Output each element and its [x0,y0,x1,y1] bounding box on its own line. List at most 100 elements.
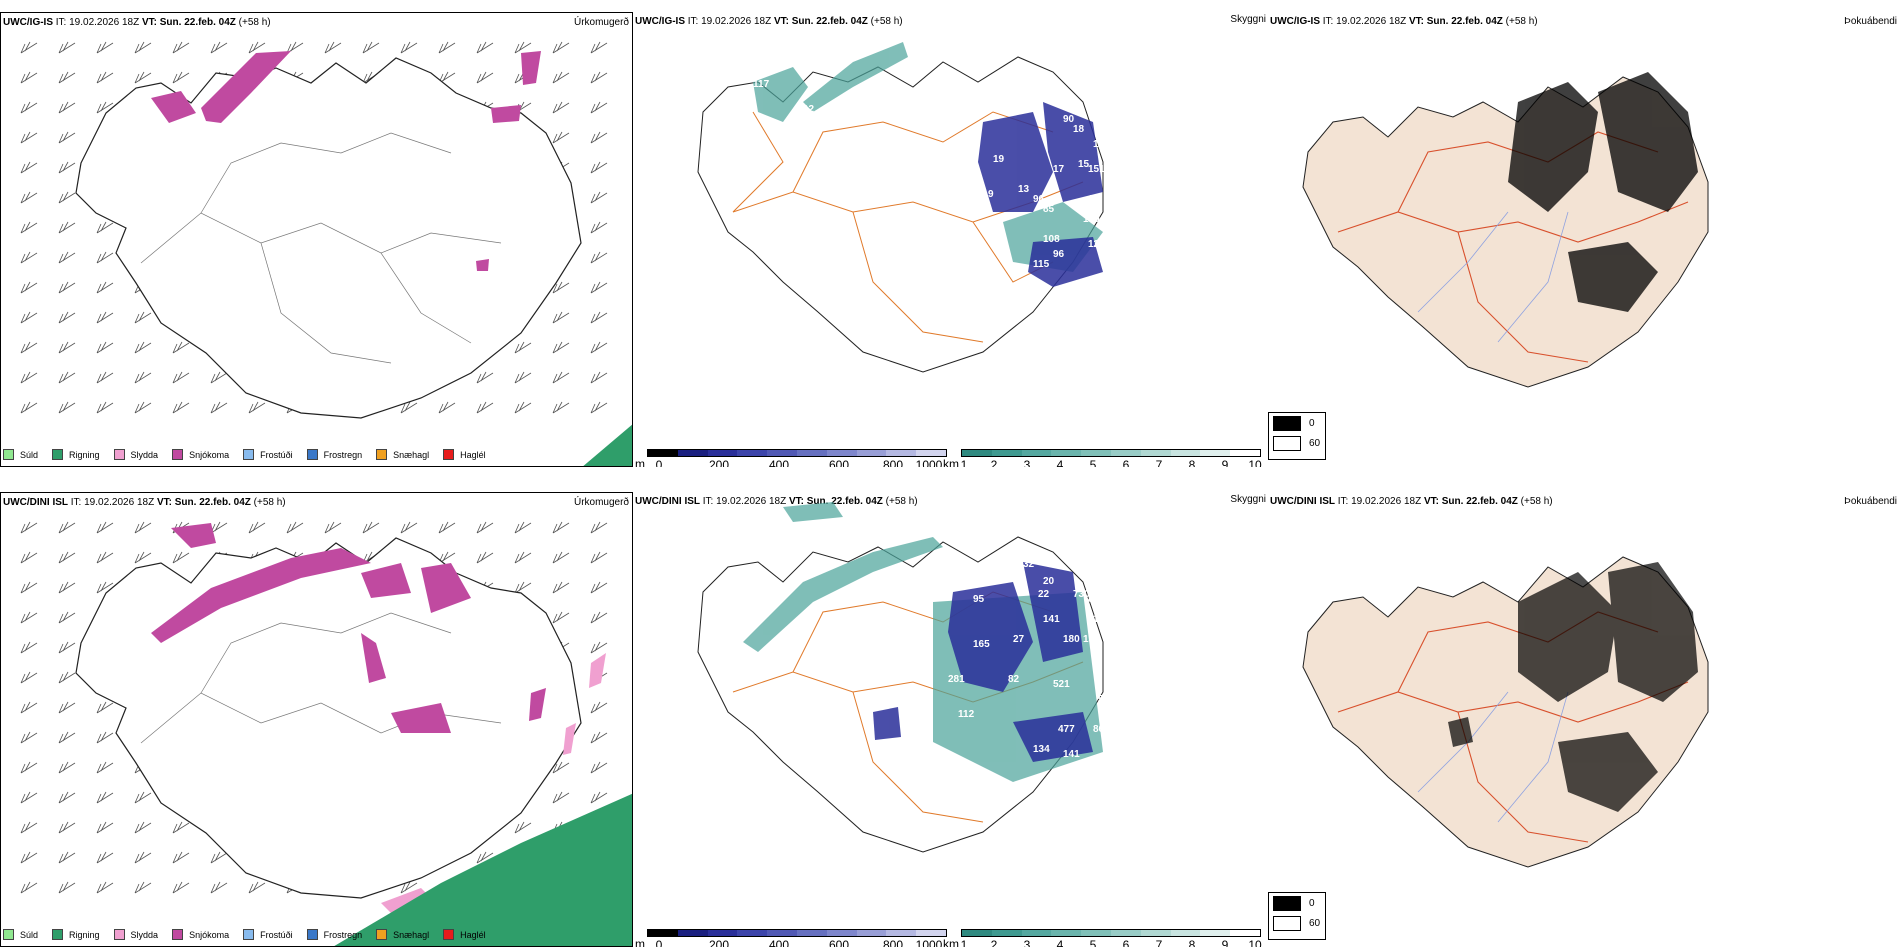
legend-item: Frostregn [306,929,362,940]
wind-barb [210,851,228,864]
wind-barb [552,341,570,354]
cloud-base-areas [978,102,1103,287]
wind-barb [20,101,38,114]
wind-barb [210,521,228,534]
wind-barb [96,281,114,294]
wind-barb [134,851,152,864]
tick-label: 7 [1155,938,1163,947]
wind-barb [248,521,266,534]
cloud-base-colorbar: m 0 200 400 600 800 1000 [635,929,947,947]
wind-barb [20,131,38,144]
wind-barb [58,551,76,564]
colorbar-cells [647,449,947,457]
fog-panel-name: Þokuábendi [1844,496,1897,507]
tick-label: 600 [828,458,850,467]
wind-barb [134,71,152,84]
wind-barb [96,401,114,414]
fog-legend-item: 60 [1273,913,1325,933]
wind-barb [590,371,608,384]
wind-barb [590,791,608,804]
tick-label: 0 [655,458,663,467]
wind-barb [172,371,190,384]
wind-barb [58,521,76,534]
wind-barb [20,401,38,414]
legend-item: Súld [3,929,38,940]
legend-item: Snæhagl [376,929,429,940]
cloud-base-value-label: 24 [758,609,770,620]
cloud-top-areas [753,42,1103,272]
tick-label: 400 [768,458,790,467]
wind-barb [58,161,76,174]
wind-barb [248,41,266,54]
legend-swatch-drizzle [3,449,14,460]
legend-item: Rigning [52,929,100,940]
wind-barb [476,401,494,414]
wind-barb [58,371,76,384]
wind-barb [134,881,152,894]
cloud-base-value-label: 9 [988,189,994,200]
wind-barb [58,581,76,594]
cloud-base-value-label: 14 [1093,139,1105,150]
legend-item: Slydda [113,929,158,940]
cloud-base-value-label: 100 [1083,214,1100,225]
cloud-base-value-label: 117 [753,79,770,90]
cloud-base-value-label: 115 [1033,259,1050,270]
cloud-base-value-label: 108 [1043,234,1060,245]
legend-item: Frostúði [243,449,293,460]
legend-swatch-snow [172,449,184,460]
wind-barb [590,701,608,714]
cloud-base-unit: m [635,457,645,467]
fog-panel-row1: UWC/IG-IS IT: 19.02.2026 18Z VT: Sun. 22… [1268,12,1900,467]
wind-barb [552,71,570,84]
legend-swatch-freezing-drizzle [243,449,255,460]
cloud-base-value-label: 521 [1053,679,1070,690]
cloud-top-unit: km [943,937,959,947]
wind-barb [58,401,76,414]
wind-barb [96,821,114,834]
cloud-base-value-label: 116 [1088,614,1105,625]
wind-barb [590,191,608,204]
snow-areas [151,51,541,271]
fog-map-row1 [1302,72,1709,388]
tick-label: 10 [1248,938,1262,947]
wind-barb [58,641,76,654]
wind-barb [324,41,342,54]
wind-barb [552,401,570,414]
wind-barb [590,521,608,534]
fog-legend: 0 60 [1268,892,1326,940]
wind-barb [248,881,266,894]
cloud-base-value-label: 109 [1113,684,1130,695]
tick-label: 6 [1122,938,1130,947]
wind-barb [514,551,532,564]
legend-swatch-freezing-rain [306,929,318,940]
cloud-base-panel-row2: UWC/DINI ISL IT: 19.02.2026 18Z VT: Sun.… [633,492,1268,947]
wind-barb [476,521,494,534]
wind-barb [438,521,456,534]
wind-barb [438,41,456,54]
cloud-base-value-label: 86 [1093,724,1105,735]
wind-barb [134,551,152,564]
cloud-base-value-label: 281 [948,674,965,685]
wind-barb [58,41,76,54]
wind-barb [514,41,532,54]
wind-barb [286,521,304,534]
fog-legend: 0 60 [1268,412,1326,460]
wind-barb [590,41,608,54]
precip-type-panel-row1: UWC/IG-IS IT: 19.02.2026 18Z VT: Sun. 22… [0,12,633,467]
precip-legend: Súld Rigning Slydda Snjókoma Frostúði Fr… [3,449,500,460]
wind-barb [590,131,608,144]
precip-map-row1 [20,41,632,466]
legend-item: Snjókoma [172,929,229,940]
cloud-base-value-label: 130 [1083,634,1100,645]
tick-label: 6 [1122,458,1130,467]
wind-barb [134,311,152,324]
cloud-panel-title: UWC/DINI ISL IT: 19.02.2026 18Z VT: Sun.… [635,496,918,507]
tick-label: 400 [768,938,790,947]
cloud-base-value-label: 570 [1098,694,1115,705]
wind-barb [96,101,114,114]
tick-label: 200 [708,938,730,947]
legend-swatch-freezing-rain [306,449,318,460]
precip-panel-title: UWC/IG-IS IT: 19.02.2026 18Z VT: Sun. 22… [3,17,271,28]
legend-item: Slydda [113,449,158,460]
